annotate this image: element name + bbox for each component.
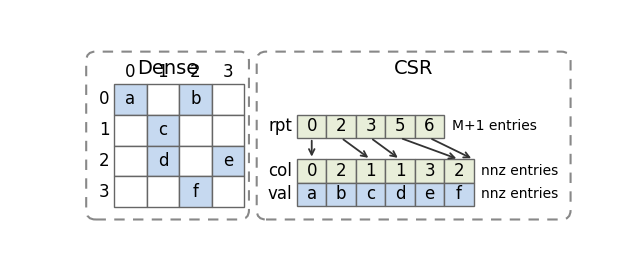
Bar (385, 115, 415, 138)
Text: 0: 0 (307, 162, 317, 180)
Text: e: e (424, 185, 435, 203)
Text: 3: 3 (223, 63, 234, 81)
Text: f: f (193, 183, 198, 201)
Bar (444, 182, 474, 206)
Text: 1: 1 (157, 63, 168, 81)
Text: a: a (307, 185, 317, 203)
Bar (297, 159, 326, 182)
Text: 1: 1 (395, 162, 405, 180)
Text: nnz entries: nnz entries (481, 187, 559, 201)
Bar (415, 182, 444, 206)
Bar (114, 145, 147, 176)
Bar (356, 159, 385, 182)
Bar (385, 159, 415, 182)
Text: val: val (268, 185, 292, 203)
Text: f: f (456, 185, 462, 203)
Bar (326, 159, 356, 182)
Text: 1: 1 (99, 121, 109, 139)
Text: 2: 2 (190, 63, 201, 81)
Bar (114, 115, 147, 145)
Text: CSR: CSR (394, 59, 433, 78)
Text: a: a (125, 90, 136, 108)
Text: Dense: Dense (137, 59, 198, 78)
Bar (114, 176, 147, 207)
Bar (212, 176, 244, 207)
Text: 2: 2 (336, 117, 346, 135)
Text: col: col (268, 162, 292, 180)
Text: 2: 2 (454, 162, 464, 180)
Text: rpt: rpt (268, 117, 292, 135)
Bar (415, 115, 444, 138)
Bar (147, 115, 179, 145)
Bar (297, 182, 326, 206)
Bar (212, 84, 244, 115)
FancyBboxPatch shape (257, 52, 571, 219)
Text: b: b (336, 185, 346, 203)
Bar (444, 159, 474, 182)
Bar (326, 115, 356, 138)
Text: 0: 0 (307, 117, 317, 135)
Bar (356, 115, 385, 138)
Text: 5: 5 (395, 117, 405, 135)
Text: 1: 1 (365, 162, 376, 180)
Bar (147, 84, 179, 115)
Text: M+1 entries: M+1 entries (452, 119, 537, 133)
Bar (147, 145, 179, 176)
Text: 2: 2 (99, 152, 109, 170)
Text: d: d (395, 185, 405, 203)
Text: nnz entries: nnz entries (481, 164, 559, 178)
Bar (179, 84, 212, 115)
Bar (415, 159, 444, 182)
Text: e: e (223, 152, 233, 170)
Bar (212, 145, 244, 176)
Text: 0: 0 (125, 63, 136, 81)
Text: b: b (190, 90, 201, 108)
Text: c: c (158, 121, 168, 139)
Bar (147, 176, 179, 207)
Text: 3: 3 (99, 183, 109, 201)
Bar (297, 115, 326, 138)
Text: c: c (366, 185, 375, 203)
Bar (385, 182, 415, 206)
Text: 0: 0 (99, 90, 109, 108)
Text: d: d (157, 152, 168, 170)
Text: 3: 3 (365, 117, 376, 135)
Bar (179, 176, 212, 207)
Bar (212, 115, 244, 145)
Bar (356, 182, 385, 206)
Text: 6: 6 (424, 117, 435, 135)
Bar (326, 182, 356, 206)
Text: 2: 2 (336, 162, 346, 180)
Bar (179, 115, 212, 145)
FancyBboxPatch shape (86, 52, 249, 219)
Bar (114, 84, 147, 115)
Bar (179, 145, 212, 176)
Text: 3: 3 (424, 162, 435, 180)
